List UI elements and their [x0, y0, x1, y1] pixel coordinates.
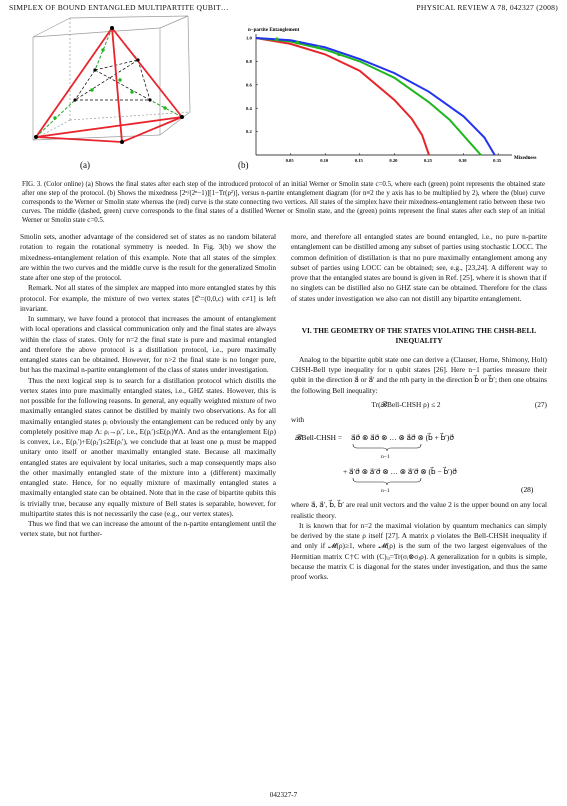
right-paragraph-2: Analog to the bipartite qubit state one …	[291, 354, 547, 395]
equation-28: 𝓑Bell-CHSH = a⃗σ⃗ ⊗ a⃗σ⃗ ⊗ … ⊗ a⃗σ⃗ ⊗ (b…	[291, 428, 547, 500]
with-text: with	[291, 415, 305, 424]
left-paragraph-summary: In summary, we have found a protocol tha…	[20, 314, 276, 375]
x-tick-label: 0.35	[493, 158, 502, 163]
left-paragraph-1: Smolin sets, another advantage of the co…	[20, 232, 276, 282]
x-tick-label: 0.20	[389, 158, 398, 163]
equation-28-number: (28)	[521, 485, 534, 494]
section-title: VI. THE GEOMETRY OF THE STATES VIOLATING…	[301, 325, 537, 345]
left-column: Smolin sets, another advantage of the co…	[20, 232, 276, 540]
equation-28-svg: 𝓑Bell-CHSH = a⃗σ⃗ ⊗ a⃗σ⃗ ⊗ … ⊗ a⃗σ⃗ ⊗ (b…	[295, 433, 534, 494]
panel-b-chart: 0.05 0.10 0.15 0.20 0.25 0.30 0.35 1.0 0.8 0.6 0.4…	[246, 34, 512, 163]
right-column: more, and therefore all entangled states…	[291, 232, 547, 582]
y-tick-label: 0.6	[246, 82, 252, 87]
equation-27: Tr(𝓑Bell-CHSH ρ) ≤ 2 (27)	[291, 400, 547, 410]
y-tick-label: 0.8	[246, 59, 252, 64]
y-tick-label: 0.2	[246, 129, 252, 134]
figure-caption: FIG. 3. (Color online) (a) Shows the fin…	[22, 181, 545, 225]
chart-xlabel: Mixedness	[514, 156, 537, 161]
page-number: 042327-7	[269, 791, 298, 799]
series-line-blue	[255, 37, 496, 156]
right-paragraph-1: more, and therefore all entangled states…	[291, 232, 547, 303]
chart-ylabel: n−partite Entanglement	[248, 28, 300, 33]
panel-b-label: (b)	[238, 160, 249, 170]
brace-label-1: n−1	[381, 454, 390, 460]
left-paragraph-remark: Remark. Not all states of the simplex ar…	[20, 283, 276, 313]
series-line-green	[255, 37, 482, 156]
bell-row-1: a⃗σ⃗ ⊗ a⃗σ⃗ ⊗ … ⊗ a⃗σ⃗ ⊗ (b⃗ + b⃗′)σ⃗	[351, 433, 454, 442]
left-paragraph-final: Thus we find that we can increase the am…	[20, 519, 276, 539]
green-data-point	[316, 45, 321, 50]
running-header-journal: PHYSICAL REVIEW A 78, 042327 (2008)	[416, 3, 558, 12]
panel-a-label: (a)	[80, 160, 90, 170]
right-paragraph-4: It is known that for n=2 the maximal vio…	[291, 520, 547, 581]
y-tick-label: 0.4	[246, 106, 252, 111]
y-tick-label: 1.0	[246, 36, 252, 41]
left-paragraph-distillation: Thus the next logical step is to search …	[20, 375, 276, 518]
x-tick-label: 0.10	[320, 158, 329, 163]
figure-3: (a) 0.05 0.10 0.15 0.20 0.25 0.30 0.351.00.80.…	[32, 15, 537, 170]
x-tick-label: 0.30	[459, 158, 468, 163]
green-data-point	[274, 37, 279, 41]
x-tick-label: 0.05	[286, 158, 295, 163]
green-data-point	[337, 52, 341, 57]
panel-a-simplex	[32, 15, 191, 144]
series-line-red	[255, 37, 430, 156]
running-header-title: SIMPLEX OF BOUND ENTANGLED MULTIPARTITE …	[9, 3, 229, 12]
right-paragraph-3: where a⃗, a⃗′, b⃗, b⃗′ are real unit vec…	[291, 500, 547, 520]
green-data-point	[295, 40, 300, 45]
bell-row-2: + a⃗′σ⃗ ⊗ a⃗′σ⃗ ⊗ … ⊗ a⃗′σ⃗ ⊗ (b⃗ − b⃗′)…	[343, 467, 457, 476]
x-tick-label: 0.25	[424, 158, 433, 163]
equation-27-body: Tr(𝓑Bell-CHSH ρ) ≤ 2	[371, 399, 441, 409]
x-tick-label: 0.15	[355, 158, 364, 163]
brace-label-2: n−1	[381, 488, 390, 494]
bell-operator-lhs: 𝓑Bell-CHSH =	[295, 433, 342, 442]
equation-27-number: (27)	[534, 399, 547, 409]
